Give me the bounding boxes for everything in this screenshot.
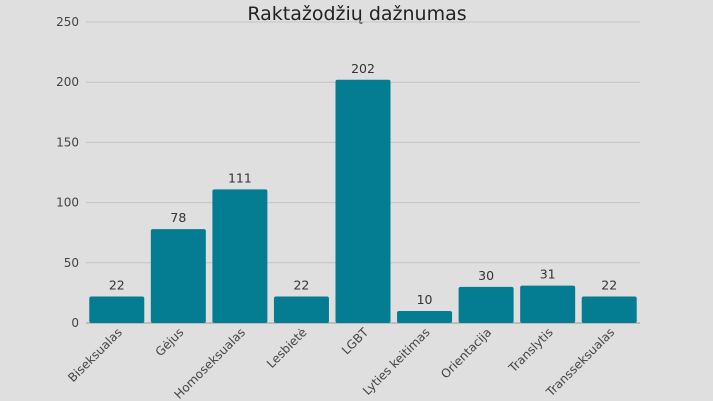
data-label: 22 (293, 278, 309, 293)
y-tick-label: 200 (56, 75, 79, 89)
data-label: 31 (540, 267, 556, 282)
bar (458, 286, 514, 323)
y-tick-label: 250 (56, 15, 79, 29)
data-label: 22 (601, 278, 617, 293)
x-tick-label: Gėjus (153, 325, 187, 359)
x-tick-label: Lesbietė (264, 325, 310, 371)
x-tick-label: Biseksualas (65, 325, 125, 385)
y-tick-label: 150 (56, 135, 79, 149)
y-tick-label: 0 (71, 316, 79, 330)
data-label: 202 (351, 61, 375, 76)
bar (397, 310, 453, 323)
y-tick-label: 50 (64, 256, 79, 270)
bar (335, 79, 391, 324)
data-label: 30 (478, 268, 494, 283)
y-tick-label: 100 (56, 196, 79, 210)
bar (273, 296, 329, 323)
bar (581, 296, 637, 323)
x-tick-label: Lyties keitimas (360, 325, 433, 398)
data-label: 22 (109, 278, 125, 293)
x-tick-label: Orientacija (438, 325, 494, 381)
chart-title: Raktažodžių dažnumas (247, 3, 466, 25)
data-label: 10 (417, 292, 433, 307)
data-label: 78 (170, 210, 186, 225)
bar (520, 285, 576, 323)
data-label: 111 (228, 170, 252, 185)
x-tick-label: LGBT (339, 325, 372, 358)
bar (212, 189, 268, 323)
bar (150, 229, 206, 323)
x-tick-label: Translytis (505, 325, 556, 376)
bar (89, 296, 145, 323)
